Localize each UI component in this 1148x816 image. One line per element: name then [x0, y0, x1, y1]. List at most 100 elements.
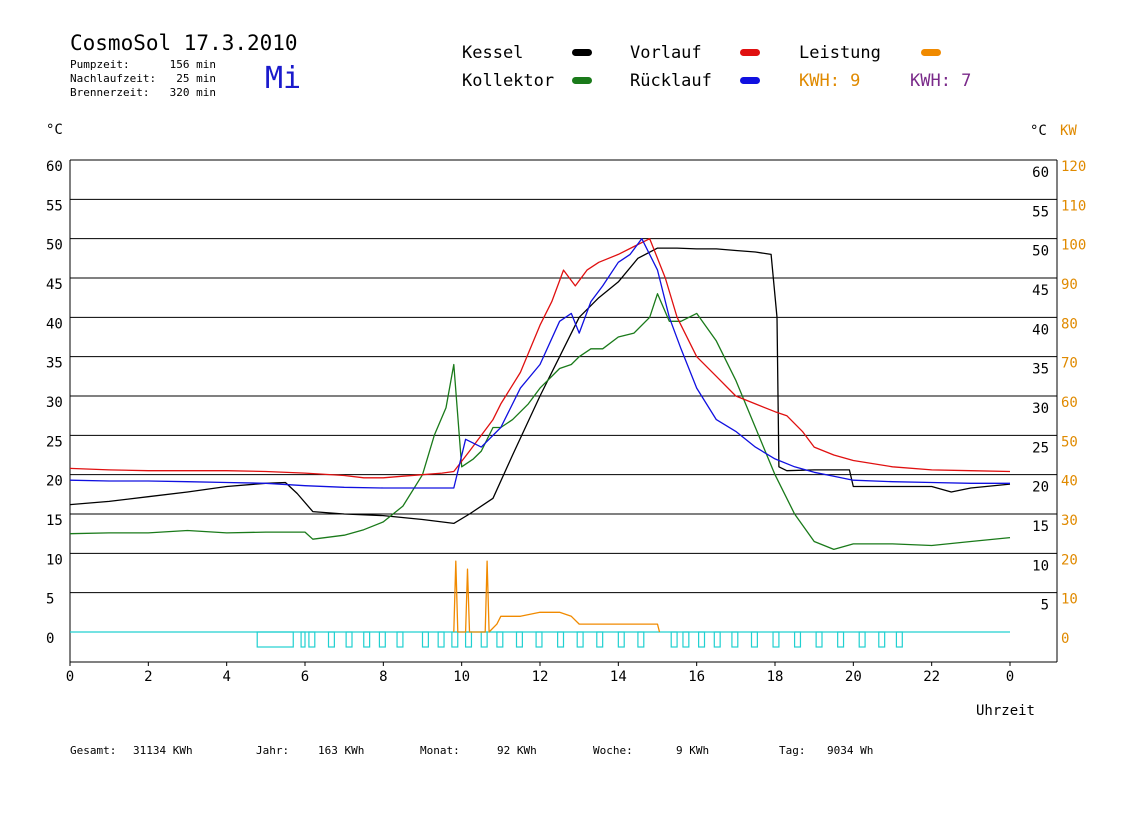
legend-swatch-kollektor — [572, 77, 592, 84]
footer-label-woche: Woche: — [593, 744, 633, 757]
y-tick-label-left: 50 — [46, 238, 63, 254]
legend-label-kollektor: Kollektor — [462, 71, 554, 91]
pump-cycle — [327, 631, 335, 648]
pump-cycle — [682, 631, 690, 648]
x-tick-label: 16 — [688, 669, 705, 685]
y2-tick-label: 10 — [1061, 592, 1078, 608]
y2-tick-label: 40 — [1061, 474, 1078, 490]
pump-cycle — [731, 631, 739, 648]
pump-cycle — [878, 631, 886, 648]
y-tick-label-right: 45 — [1032, 283, 1049, 299]
legend-label-leistung: Leistung — [799, 43, 881, 63]
kwh-secondary-label: KWH: 7 — [910, 71, 971, 91]
header-stats: Pumpzeit: 156 min Nachlaufzeit: 25 min B… — [70, 58, 216, 99]
y-tick-label-right: 55 — [1032, 204, 1049, 220]
pump-activity-track — [70, 631, 1010, 648]
pump-cycle — [437, 631, 445, 648]
x-tick-label: 0 — [66, 669, 74, 685]
y-tick-label-left: 15 — [46, 513, 63, 529]
y2-tick-label: 110 — [1061, 198, 1086, 214]
y-axis-unit-left: °C — [46, 122, 63, 138]
pump-cycle — [345, 631, 353, 648]
y-tick-label-left: 5 — [46, 592, 54, 608]
y2-tick-label: 80 — [1061, 316, 1078, 332]
x-tick-label: 18 — [767, 669, 784, 685]
y-tick-label-left: 55 — [46, 198, 63, 214]
y-tick-label-right: 10 — [1032, 558, 1049, 574]
weekday-label: Mi — [265, 61, 301, 96]
y-tick-label-left: 25 — [46, 434, 63, 450]
y-tick-label-right: 25 — [1032, 440, 1049, 456]
x-tick-label: 4 — [222, 669, 230, 685]
pump-cycle — [256, 631, 294, 648]
pump-cycle — [895, 631, 903, 648]
y-tick-label-right: 40 — [1032, 322, 1049, 338]
x-tick-label: 0 — [1006, 669, 1014, 685]
y2-axis-unit: KW — [1060, 123, 1077, 139]
series-lines — [69, 238, 1011, 633]
pump-cycle — [535, 631, 543, 648]
stat-label-brennerzeit: Brennerzeit: — [70, 86, 149, 99]
y-tick-label-right: 35 — [1032, 362, 1049, 378]
y-tick-label-left: 20 — [46, 474, 63, 490]
legend-swatch-vorlauf — [740, 49, 760, 56]
footer-totals: Gesamt: 31134 KWh Jahr: 163 KWh Monat: 9… — [70, 744, 873, 757]
legend-label-ruecklauf: Rücklauf — [630, 71, 712, 91]
y2-tick-label: 100 — [1061, 238, 1086, 254]
series-line-ruecklauf — [69, 238, 1010, 489]
x-tick-label: 14 — [610, 669, 627, 685]
pump-cycle — [670, 631, 678, 648]
pump-cycle — [617, 631, 625, 648]
pump-cycle — [815, 631, 823, 648]
x-tick-label: 10 — [453, 669, 470, 685]
footer-label-tag: Tag: — [779, 744, 806, 757]
legend-swatch-leistung — [921, 49, 941, 56]
pump-cycle — [557, 631, 565, 648]
pump-cycle — [596, 631, 604, 648]
pump-cycle — [837, 631, 845, 648]
kwh-solar-label: KWH: 9 — [799, 71, 860, 91]
y2-tick-label: 60 — [1061, 395, 1078, 411]
footer-value-monat: 92 KWh — [497, 744, 537, 757]
pump-cycle — [378, 631, 386, 648]
y-tick-label-right: 60 — [1032, 165, 1049, 181]
pump-cycle — [772, 631, 780, 648]
footer-label-monat: Monat: — [420, 744, 460, 757]
x-tick-label: 6 — [301, 669, 309, 685]
pump-cycle — [515, 631, 523, 648]
y-tick-label-right: 5 — [1041, 598, 1049, 614]
y2-tick-label: 90 — [1061, 277, 1078, 293]
footer-label-gesamt: Gesamt: — [70, 744, 116, 757]
pump-cycle — [713, 631, 721, 648]
legend-swatch-kessel — [572, 49, 592, 56]
legend-label-kessel: Kessel — [462, 43, 523, 63]
x-tick-label: 20 — [845, 669, 862, 685]
footer-value-tag: 9034 Wh — [827, 744, 873, 757]
y-tick-label-left: 35 — [46, 356, 63, 372]
y-axis-unit-right: °C — [1030, 123, 1047, 139]
y2-tick-label: 30 — [1061, 513, 1078, 529]
pump-cycle — [698, 631, 706, 648]
y2-tick-label: 120 — [1061, 159, 1086, 175]
stat-value-nachlaufzeit: 25 min — [176, 72, 216, 85]
x-tick-labels: 0 2 4 6 8 10 12 14 16 18 20 22 0 — [66, 662, 1014, 685]
y-tick-label-right: 30 — [1032, 401, 1049, 417]
pump-cycle — [464, 631, 473, 648]
pump-cycle — [793, 631, 802, 648]
pump-cycle — [396, 631, 404, 648]
pump-cycle — [308, 631, 316, 648]
legend-label-vorlauf: Vorlauf — [630, 43, 702, 63]
y2-tick-label: 20 — [1061, 552, 1078, 568]
footer-value-jahr: 163 KWh — [318, 744, 364, 757]
y2-tick-label: 50 — [1061, 434, 1078, 450]
pump-cycle — [637, 631, 645, 648]
pump-cycle — [480, 631, 488, 648]
footer-value-woche: 9 KWh — [676, 744, 709, 757]
legend-swatch-ruecklauf — [740, 77, 760, 84]
stat-value-pumpzeit: 156 min — [170, 58, 216, 71]
stat-value-brennerzeit: 320 min — [170, 86, 216, 99]
x-tick-label: 12 — [532, 669, 549, 685]
footer-value-gesamt: 31134 KWh — [133, 744, 193, 757]
